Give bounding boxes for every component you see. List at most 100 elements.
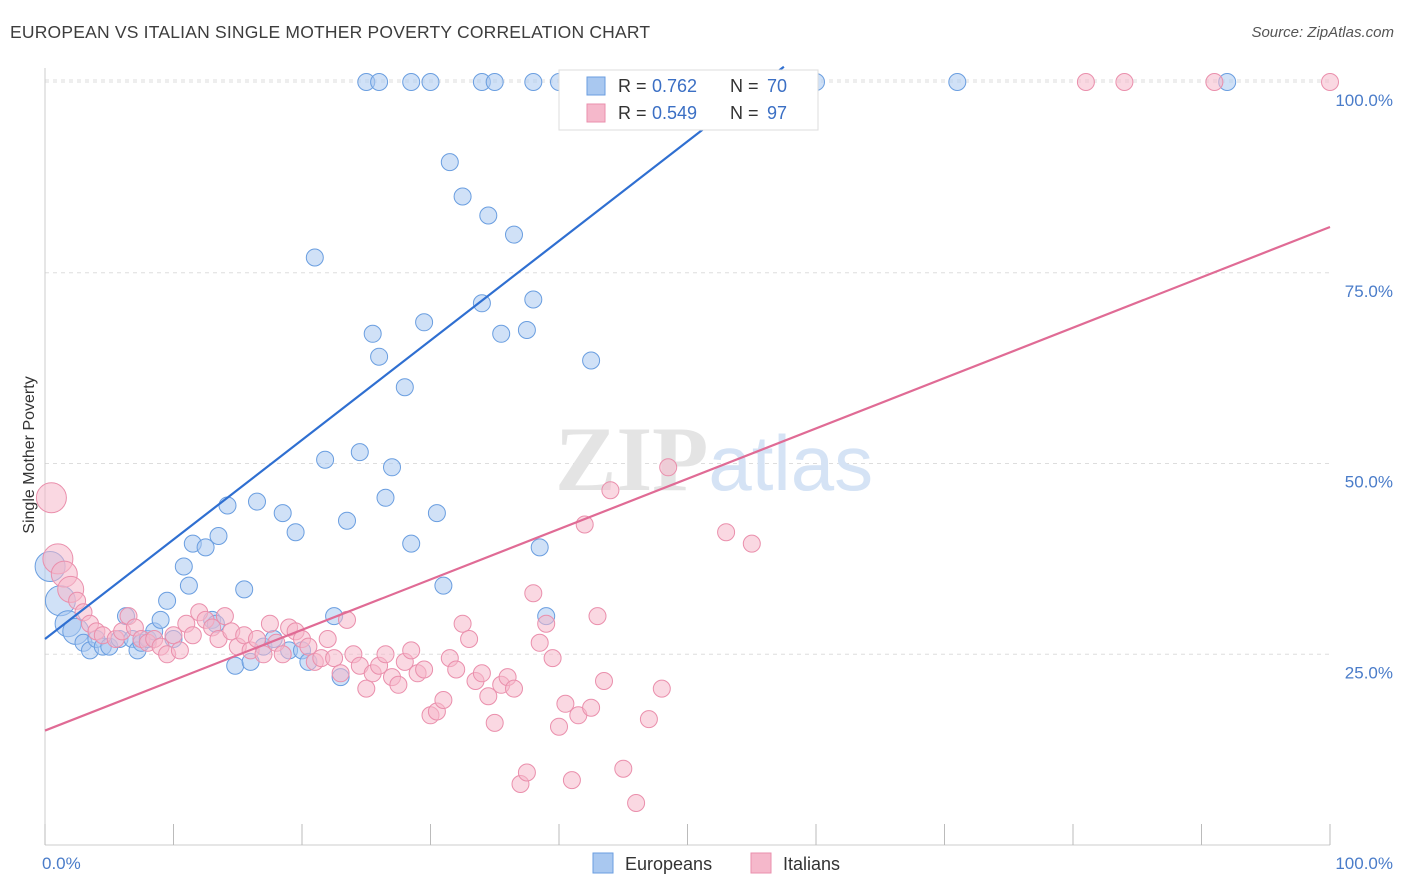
europeans-point: [248, 492, 266, 511]
europeans-point: [305, 248, 324, 267]
stats-r-value: 0.549: [652, 103, 697, 123]
stats-legend: R = 0.762 N = 70 R = 0.549 N = 97: [558, 69, 819, 131]
y-axis-title: Single Mother Poverty: [21, 376, 38, 533]
stats-legend-swatch: [586, 76, 606, 96]
europeans-point: [226, 656, 245, 675]
italians-point: [588, 607, 607, 626]
europeans-point: [530, 538, 549, 557]
italians-point: [415, 660, 434, 679]
europeans-point: [524, 290, 543, 309]
x-tick-label-max: 100.0%: [1335, 854, 1393, 873]
italians-point: [717, 523, 736, 542]
italians-point: [273, 645, 292, 664]
europeans-point: [235, 580, 254, 599]
europeans-point: [415, 313, 434, 332]
europeans-point: [218, 496, 237, 515]
italians-point: [331, 664, 350, 683]
series-legend-swatch[interactable]: [750, 852, 772, 874]
stats-r-value: 0.762: [652, 76, 697, 96]
italians-point: [460, 630, 479, 648]
italians-points: [35, 73, 1339, 812]
series-legend-label[interactable]: Italians: [783, 854, 840, 874]
europeans-point: [370, 73, 389, 91]
y-tick-label: 100.0%: [1335, 91, 1393, 110]
europeans-point: [338, 511, 356, 530]
axes: [44, 68, 1331, 846]
italians-point: [1076, 73, 1095, 91]
europeans-point: [286, 523, 305, 542]
y-tick-label: 25.0%: [1345, 663, 1393, 682]
europeans-point: [370, 347, 389, 366]
italians-point: [505, 679, 523, 698]
italians-point: [627, 794, 646, 812]
italians-point: [550, 717, 568, 736]
europeans-point: [505, 225, 523, 244]
europeans-point: [517, 321, 536, 339]
stats-n-value: 70: [767, 76, 787, 96]
europeans-point: [174, 557, 193, 576]
stats-n-label: N =: [730, 103, 759, 123]
watermark-atlas: atlas: [708, 419, 873, 507]
europeans-point: [158, 591, 177, 610]
series-legend[interactable]: Europeans Italians: [592, 852, 840, 874]
stats-r-label: R =: [618, 103, 647, 123]
europeans-point: [472, 294, 491, 313]
italians-point: [447, 660, 466, 679]
italians-point: [1115, 73, 1134, 91]
italians-point: [260, 614, 279, 633]
europeans-point: [395, 378, 414, 397]
stats-legend-swatch: [586, 103, 606, 123]
europeans-point: [273, 504, 292, 523]
italians-point: [318, 630, 337, 648]
italians-point: [582, 698, 601, 717]
europeans-point: [453, 187, 472, 206]
europeans-point: [179, 576, 198, 595]
italians-trend-line: [44, 225, 1331, 732]
europeans-point: [350, 443, 369, 462]
italians-point: [183, 626, 202, 645]
italians-point: [614, 759, 633, 778]
chart-title: EUROPEAN VS ITALIAN SINGLE MOTHER POVERT…: [10, 22, 651, 42]
watermark: ZIPatlas: [555, 408, 873, 510]
grid-lines: [45, 79, 1330, 655]
trend-lines: [44, 65, 1331, 732]
italians-point: [530, 633, 549, 652]
europeans-point: [402, 534, 421, 553]
italians-point: [485, 713, 504, 732]
europeans-point: [209, 527, 228, 545]
europeans-point: [196, 538, 215, 557]
europeans-point: [363, 324, 382, 343]
europeans-point: [402, 73, 421, 91]
series-legend-swatch[interactable]: [592, 852, 614, 874]
series-legend-label[interactable]: Europeans: [625, 854, 712, 874]
italians-point: [742, 534, 761, 553]
italians-point: [402, 641, 421, 660]
italians-point: [517, 763, 536, 782]
stats-r-label: R =: [618, 76, 647, 96]
x-tick-label-min: 0.0%: [42, 854, 81, 873]
italians-point: [299, 637, 318, 656]
italians-point: [543, 649, 562, 668]
italians-point: [1321, 73, 1339, 91]
italians-point: [389, 675, 408, 694]
italians-point: [479, 687, 498, 706]
italians-point: [524, 584, 543, 603]
europeans-point: [440, 153, 459, 172]
italians-point: [595, 672, 613, 690]
tick-labels: 25.0% 50.0% 75.0% 100.0% 0.0% 100.0%: [42, 91, 1393, 873]
italians-point: [170, 641, 189, 660]
europeans-point: [427, 504, 446, 523]
europeans-point: [316, 450, 335, 469]
y-tick-label: 50.0%: [1345, 473, 1393, 492]
watermark-zip: ZIP: [555, 408, 708, 510]
europeans-point: [582, 351, 601, 370]
italians-point: [562, 771, 581, 790]
europeans-point: [151, 610, 170, 629]
stats-n-value: 97: [767, 103, 787, 123]
chart-source: Source: ZipAtlas.com: [1251, 24, 1394, 41]
y-tick-label: 75.0%: [1345, 282, 1393, 301]
italians-point: [325, 649, 344, 668]
italians-point: [537, 614, 556, 633]
europeans-points: [34, 73, 1237, 687]
